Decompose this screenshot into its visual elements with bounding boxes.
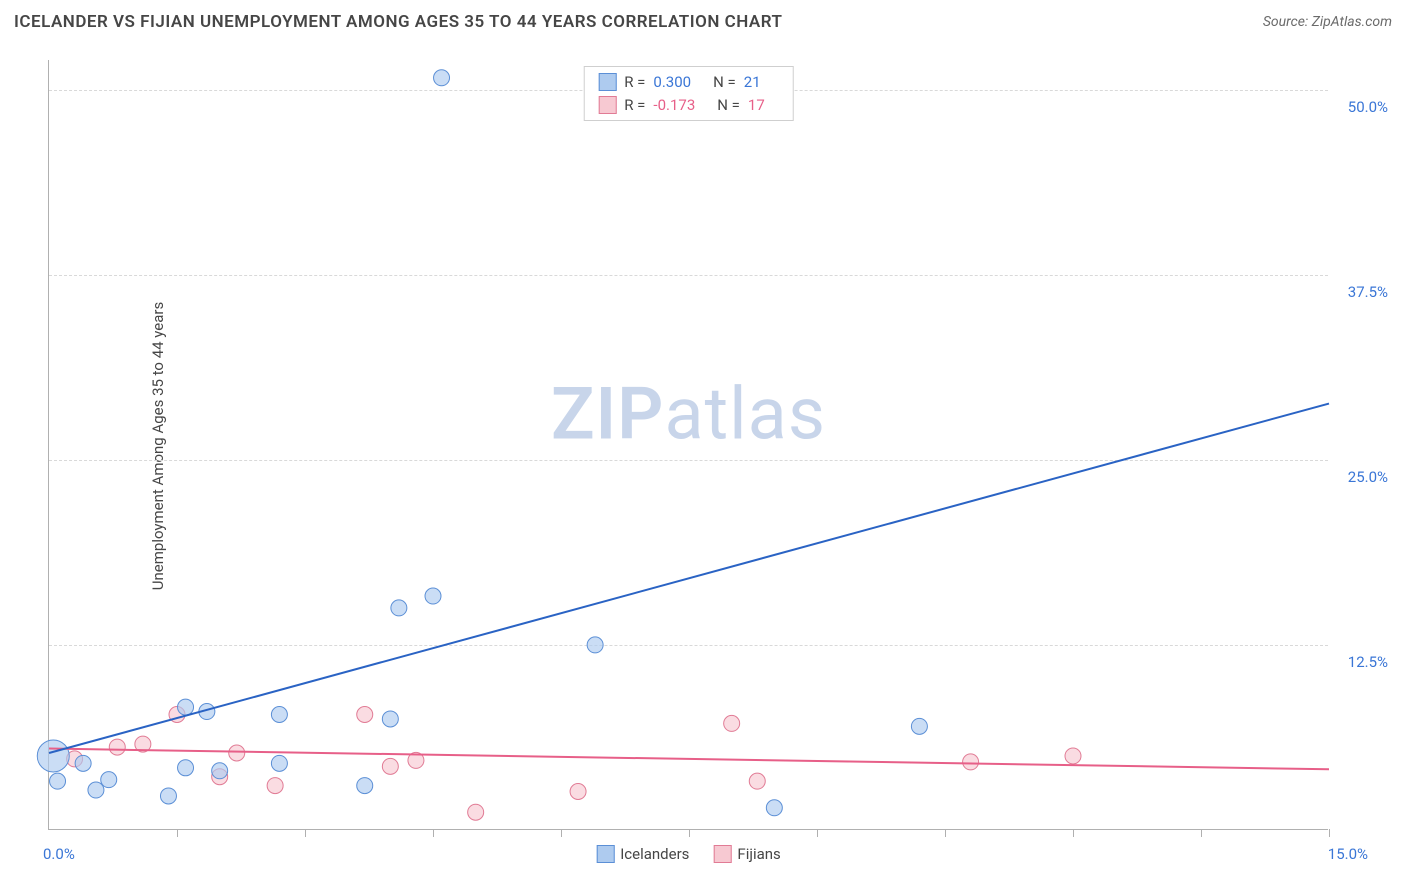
x-axis-max-label: 15.0% xyxy=(1328,845,1368,863)
fijians-r-value: -0.173 xyxy=(653,94,695,117)
fijians-swatch-icon xyxy=(598,96,616,114)
chart-title: ICELANDER VS FIJIAN UNEMPLOYMENT AMONG A… xyxy=(14,12,782,32)
y-tick-label: 12.5% xyxy=(1348,653,1388,671)
legend-series: Icelanders Fijians xyxy=(596,845,781,863)
icelanders-label: Icelanders xyxy=(620,845,689,863)
fijians-label: Fijians xyxy=(737,845,780,863)
icelanders-n-value: 21 xyxy=(744,71,761,94)
fijians-swatch-icon xyxy=(713,845,731,863)
y-tick-label: 50.0% xyxy=(1348,98,1388,116)
y-tick-label: 25.0% xyxy=(1348,468,1388,486)
icelanders-swatch-icon xyxy=(596,845,614,863)
icelanders-r-value: 0.300 xyxy=(653,71,691,94)
fijians-n-value: 17 xyxy=(748,94,765,117)
legend-stats: R = 0.300 N = 21 R = -0.173 N = 17 xyxy=(583,66,794,121)
icelanders-swatch-icon xyxy=(598,73,616,91)
source-label: Source: ZipAtlas.com xyxy=(1263,14,1392,30)
y-tick-label: 37.5% xyxy=(1348,283,1388,301)
plot-area: ZIPatlas 12.5%25.0%37.5%50.0% R = 0.300 … xyxy=(48,60,1328,830)
x-axis-min-label: 0.0% xyxy=(43,845,75,863)
scatter-svg xyxy=(49,60,1328,829)
